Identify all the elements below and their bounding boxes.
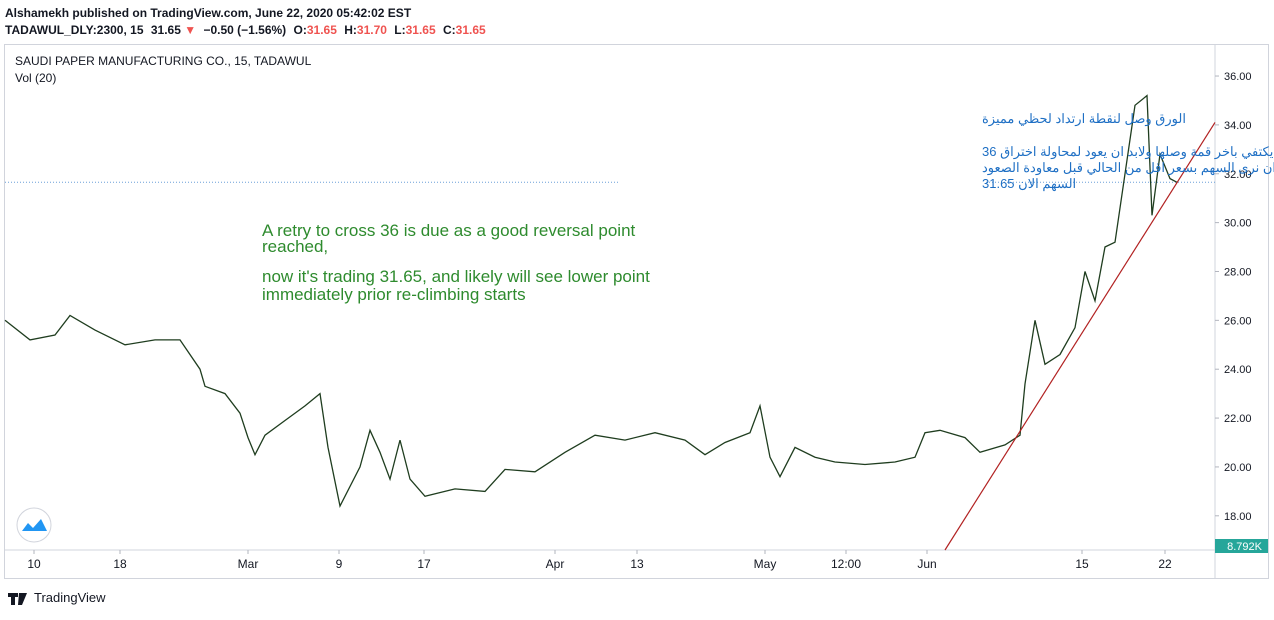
annotation-bg — [620, 110, 985, 126]
symbol: TADAWUL_DLY:2300, 15 — [5, 23, 144, 37]
y-tick-label: 24.00 — [1224, 364, 1252, 376]
x-tick-label: May — [754, 557, 777, 571]
annotation-bg — [620, 143, 985, 159]
price-line-series — [4, 94, 1178, 508]
volume-tag — [1215, 539, 1268, 553]
logo-button[interactable] — [16, 507, 52, 543]
trendline — [944, 122, 1216, 551]
y-tick-label: 30.00 — [1224, 218, 1252, 230]
footer-logo — [8, 593, 27, 605]
logo-icon — [22, 519, 47, 531]
last: 31.65 — [151, 23, 181, 37]
annotation-en: reached, — [262, 237, 328, 256]
y-tick-label: 36.00 — [1224, 71, 1252, 83]
h: 31.70 — [357, 23, 387, 37]
y-tick-label: 18.00 — [1224, 511, 1252, 523]
y-tick-label: 28.00 — [1224, 266, 1252, 278]
c-label: C: — [443, 23, 456, 37]
arrow: ▼ — [184, 23, 196, 37]
volume-legend: Vol (20) — [15, 71, 56, 85]
publisher: Alshamekh published on TradingView.com, … — [5, 6, 412, 20]
x-tick-label: Jun — [917, 557, 936, 571]
annotation-ar: السهم الان 31.65 — [982, 176, 1076, 192]
annotation-bg — [620, 175, 985, 191]
legend-title: SAUDI PAPER MANUFACTURING CO., 15, TADAW… — [15, 54, 312, 68]
publisher-text: Alshamekh published on TradingView.com, … — [5, 6, 412, 20]
annotation-en: A retry to cross 36 is due as a good rev… — [262, 221, 636, 240]
y-tick-label: 34.00 — [1224, 120, 1252, 132]
y-tick-label: 22.00 — [1224, 413, 1252, 425]
x-tick-label: 9 — [336, 557, 343, 571]
o-label: O: — [294, 23, 307, 37]
x-tick-label: 17 — [417, 557, 431, 571]
h-label: H: — [344, 23, 357, 37]
x-tick-label: 13 — [630, 557, 644, 571]
x-tick-label: 10 — [27, 557, 41, 571]
footer-brand: TradingView — [34, 590, 106, 605]
annotation-ar: السهم لن يكتفي باخر قمة وصلها ولابد ان ي… — [982, 144, 1274, 160]
change: −0.50 (−1.56%) — [203, 23, 286, 37]
x-tick-label: 22 — [1158, 557, 1172, 571]
o: 31.65 — [307, 23, 337, 37]
x-tick-label: 15 — [1075, 557, 1089, 571]
annotation-bg — [620, 159, 985, 175]
annotation-ar: مرجح جدا ان نرى السهم بسعر اقل من الحالي… — [982, 160, 1274, 176]
symbol-line: TADAWUL_DLY:2300, 15 31.65 ▼ −0.50 (−1.5… — [5, 23, 486, 37]
x-tick-label: Mar — [238, 557, 259, 571]
y-tick-label: 26.00 — [1224, 315, 1252, 327]
l: 31.65 — [406, 23, 436, 37]
annotation-ar: الورق وصل لنقطة ارتداد لحظي مميزة — [982, 111, 1186, 127]
x-tick-label: 12:00 — [831, 557, 861, 571]
frame — [4, 44, 1269, 579]
y-tick-label: 20.00 — [1224, 462, 1252, 474]
annotation-en: now it's trading 31.65, and likely will … — [262, 267, 650, 286]
y-tick-label: 32.00 — [1224, 169, 1252, 181]
volume-value: 8.792K — [1227, 541, 1263, 553]
x-tick-label: Apr — [546, 557, 565, 571]
c: 31.65 — [456, 23, 486, 37]
x-tick-label: 18 — [113, 557, 127, 571]
annotation-en: immediately prior re-climbing starts — [262, 285, 526, 304]
l-label: L: — [394, 23, 405, 37]
